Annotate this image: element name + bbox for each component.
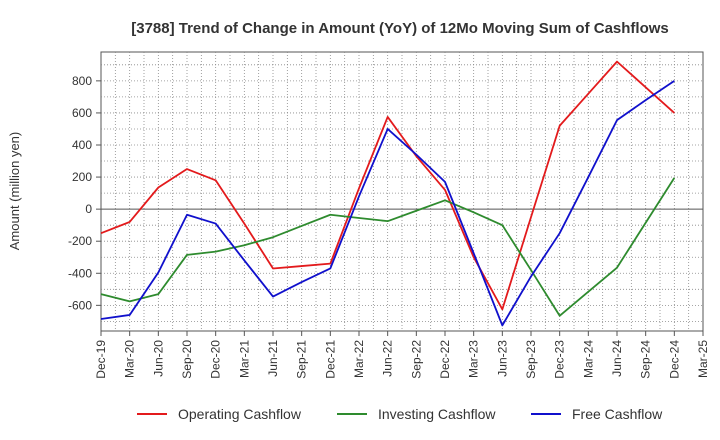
x-tick-label: Dec-20 [209, 340, 223, 379]
y-axis-title: Amount (million yen) [7, 132, 22, 251]
x-tick-label: Jun-22 [381, 340, 395, 377]
y-tick-label: -200 [68, 234, 92, 248]
series-line-free-cashflow [100, 80, 675, 327]
legend-label-free-cashflow: Free Cashflow [572, 406, 663, 422]
legend-label-operating-cashflow: Operating Cashflow [178, 406, 302, 422]
x-tick-label: Sep-23 [524, 340, 538, 379]
y-tick-label: 0 [85, 202, 92, 216]
x-tick-label: Mar-23 [467, 340, 481, 378]
legend-label-investing-cashflow: Investing Cashflow [378, 406, 496, 422]
x-axis: Dec-19 Mar-20 Jun-20 Sep-20 Dec-20 Mar-21 Jun-… [94, 331, 710, 379]
y-tick-label: -600 [68, 298, 92, 312]
legend: Operating Cashflow Investing Cashflow Free… [137, 406, 663, 422]
series-lines [100, 60, 676, 327]
series-line-operating-cashflow [100, 60, 675, 311]
chart-title: [3788] Trend of Change in Amount (YoY) o… [131, 20, 669, 37]
x-tick-label: Mar-22 [352, 340, 366, 378]
x-tick-label: Dec-24 [667, 340, 681, 379]
x-tick-label: Jun-21 [266, 340, 280, 377]
x-tick-label: Sep-20 [180, 340, 194, 379]
x-tick-label: Sep-22 [409, 340, 423, 379]
y-tick-label: 400 [72, 138, 92, 152]
y-axis: -600 -400 -200 0 200 400 600 800 [68, 74, 101, 312]
x-tick-label: Sep-21 [295, 340, 309, 379]
y-tick-label: -400 [68, 266, 92, 280]
plot-area [100, 51, 704, 332]
y-tick-label: 200 [72, 170, 92, 184]
x-tick-label: Mar-20 [123, 340, 137, 378]
x-tick-label: Dec-21 [323, 340, 337, 379]
series-line-investing-cashflow [100, 177, 676, 317]
x-tick-label: Dec-19 [94, 340, 108, 379]
y-tick-label: 800 [72, 74, 92, 88]
x-tick-label: Mar-21 [237, 340, 251, 378]
x-tick-label: Mar-24 [581, 340, 595, 378]
x-tick-label: Jun-23 [495, 340, 509, 377]
x-tick-label: Jun-24 [610, 340, 624, 377]
x-tick-label: Dec-23 [553, 340, 567, 379]
x-tick-label: Jun-20 [151, 340, 165, 377]
grid-lines [101, 52, 703, 331]
x-tick-label: Dec-22 [438, 340, 452, 379]
x-tick-label: Mar-25 [696, 340, 710, 378]
y-tick-label: 600 [72, 106, 92, 120]
plot-frame [100, 51, 704, 332]
x-tick-label: Sep-24 [639, 340, 653, 379]
